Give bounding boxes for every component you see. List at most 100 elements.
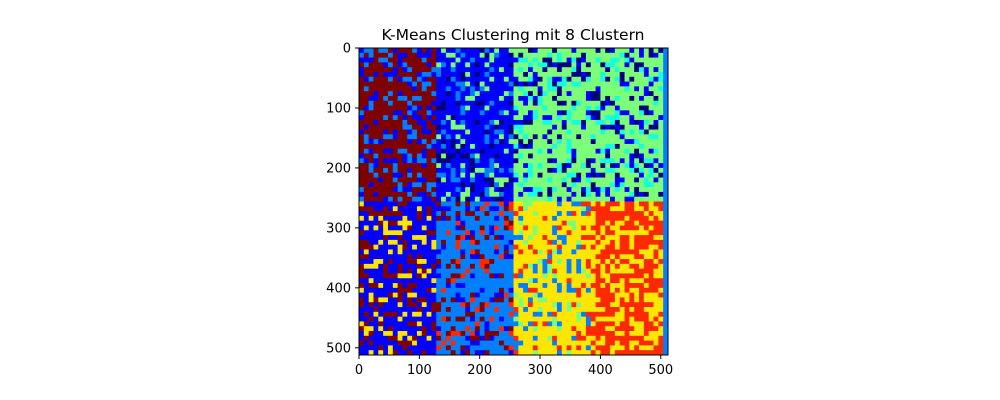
heatmap-cell — [373, 316, 379, 322]
heatmap-cell — [441, 350, 447, 356]
heatmap-cell — [431, 235, 437, 241]
heatmap-cell — [590, 105, 596, 111]
heatmap-cell — [532, 335, 539, 342]
heatmap-cell — [474, 311, 481, 318]
heatmap-cell — [542, 163, 548, 169]
heatmap-cell — [590, 129, 596, 135]
heatmap-cell — [619, 283, 625, 289]
heatmap-cell — [513, 167, 519, 174]
heatmap-cell — [383, 158, 389, 164]
heatmap-cell — [387, 182, 394, 188]
heatmap-cell — [658, 119, 664, 126]
heatmap-cell — [523, 191, 529, 198]
heatmap-cell — [595, 268, 601, 274]
heatmap-cell — [537, 206, 543, 212]
heatmap-cell — [523, 259, 529, 265]
heatmap-cell — [576, 278, 582, 284]
heatmap-cell — [610, 220, 616, 226]
heatmap-cell — [412, 297, 418, 303]
heatmap-cell — [610, 278, 616, 284]
heatmap-cell — [663, 335, 669, 342]
heatmap-cell — [576, 244, 582, 250]
heatmap-cell — [359, 220, 365, 226]
heatmap-cell — [542, 76, 548, 82]
heatmap-cell — [614, 211, 621, 217]
heatmap-cell — [629, 254, 635, 260]
heatmap-cell — [518, 177, 524, 183]
heatmap-cell — [648, 153, 654, 159]
heatmap-cell — [513, 81, 519, 87]
heatmap-cell — [397, 297, 403, 303]
heatmap-cell — [542, 139, 548, 145]
heatmap-cell — [537, 292, 543, 298]
heatmap-cell — [561, 292, 568, 298]
heatmap-cell — [571, 273, 577, 279]
heatmap-cell — [431, 95, 437, 102]
heatmap-cell — [624, 249, 630, 255]
heatmap-cell — [431, 91, 437, 97]
heatmap-cell — [542, 302, 548, 308]
heatmap-cell — [479, 235, 485, 241]
heatmap-cell — [571, 321, 577, 327]
heatmap-cell — [508, 321, 514, 327]
heatmap-cell — [532, 71, 539, 78]
heatmap-cell — [489, 278, 495, 284]
heatmap-cell — [359, 139, 365, 145]
heatmap-cell — [561, 307, 568, 313]
heatmap-cell — [373, 76, 379, 82]
heatmap-cell — [648, 187, 654, 193]
heatmap-cell — [663, 62, 669, 68]
heatmap-cell — [571, 134, 577, 140]
heatmap-cell — [460, 76, 466, 82]
heatmap-cell — [392, 119, 399, 126]
heatmap-cell — [634, 91, 640, 97]
heatmap-cell — [479, 225, 485, 231]
heatmap-cell — [605, 57, 611, 63]
heatmap-cell — [470, 110, 476, 116]
heatmap-cell — [368, 268, 374, 274]
heatmap-cell — [392, 177, 399, 183]
heatmap-cell — [426, 129, 432, 135]
heatmap-cell — [513, 287, 519, 294]
heatmap-cell — [663, 57, 669, 63]
heatmap-cell — [576, 340, 582, 346]
heatmap-cell — [474, 139, 481, 145]
heatmap-cell — [479, 76, 485, 82]
heatmap-cell — [455, 230, 461, 236]
heatmap-cell — [576, 239, 582, 246]
heatmap-cell — [412, 350, 418, 356]
heatmap-cell — [402, 259, 408, 265]
heatmap-cell — [518, 239, 524, 246]
heatmap-cell — [600, 239, 606, 246]
heatmap-cell — [426, 91, 432, 97]
heatmap-cell — [663, 76, 669, 82]
heatmap-cell — [561, 153, 568, 159]
heatmap-cell — [581, 177, 587, 183]
heatmap-cell — [508, 143, 514, 150]
heatmap-cell — [624, 143, 630, 150]
heatmap-cell — [489, 100, 495, 106]
heatmap-cell — [489, 86, 495, 92]
heatmap-cell — [556, 81, 563, 87]
heatmap-cell — [494, 196, 500, 202]
heatmap-cell — [590, 268, 596, 274]
heatmap-cell — [595, 211, 601, 217]
heatmap-cell — [508, 191, 514, 198]
heatmap-cell — [421, 134, 427, 140]
heatmap-cell — [590, 230, 596, 236]
heatmap-cell — [523, 115, 529, 121]
heatmap-cell — [566, 215, 572, 222]
heatmap-cell — [455, 81, 461, 87]
heatmap-cell — [614, 167, 621, 174]
heatmap-cell — [600, 105, 606, 111]
heatmap-cell — [441, 105, 447, 111]
heatmap-cell — [368, 211, 374, 217]
heatmap-cell — [581, 100, 587, 106]
heatmap-cell — [359, 187, 365, 193]
heatmap-cell — [412, 340, 418, 346]
heatmap-cell — [441, 134, 447, 140]
heatmap-cell — [373, 191, 379, 198]
heatmap-cell — [383, 331, 389, 337]
heatmap-cell — [556, 254, 563, 260]
heatmap-cell — [465, 81, 471, 87]
